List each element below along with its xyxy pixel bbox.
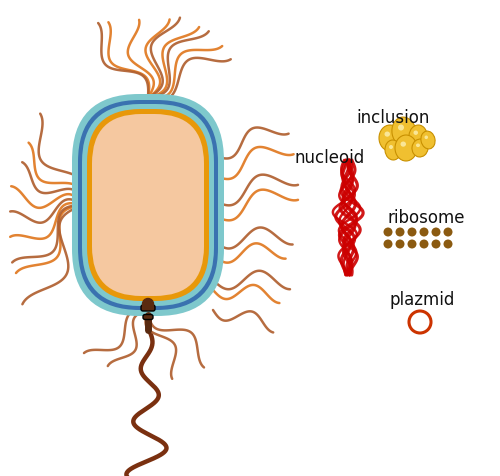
Ellipse shape bbox=[414, 130, 418, 135]
Circle shape bbox=[408, 228, 416, 237]
Ellipse shape bbox=[409, 125, 427, 147]
Circle shape bbox=[384, 239, 392, 248]
Circle shape bbox=[432, 228, 440, 237]
Circle shape bbox=[408, 239, 416, 248]
FancyBboxPatch shape bbox=[72, 94, 224, 316]
Circle shape bbox=[142, 298, 154, 309]
Ellipse shape bbox=[421, 131, 435, 149]
Ellipse shape bbox=[424, 136, 428, 139]
FancyBboxPatch shape bbox=[141, 305, 155, 311]
Ellipse shape bbox=[400, 141, 406, 147]
Circle shape bbox=[396, 228, 404, 237]
Text: inclusion: inclusion bbox=[356, 109, 430, 127]
FancyBboxPatch shape bbox=[78, 100, 218, 310]
Circle shape bbox=[384, 228, 392, 237]
Ellipse shape bbox=[384, 131, 390, 137]
FancyBboxPatch shape bbox=[82, 104, 214, 306]
Circle shape bbox=[420, 239, 428, 248]
Circle shape bbox=[396, 239, 404, 248]
Text: plazmid: plazmid bbox=[390, 291, 455, 309]
Ellipse shape bbox=[412, 139, 428, 157]
Ellipse shape bbox=[385, 140, 401, 160]
Ellipse shape bbox=[392, 117, 416, 147]
Ellipse shape bbox=[416, 143, 420, 147]
Ellipse shape bbox=[398, 125, 404, 130]
Circle shape bbox=[420, 228, 428, 237]
FancyBboxPatch shape bbox=[143, 315, 153, 319]
Ellipse shape bbox=[389, 145, 393, 149]
Ellipse shape bbox=[395, 135, 417, 161]
Text: ribosome: ribosome bbox=[388, 209, 465, 227]
FancyBboxPatch shape bbox=[87, 109, 209, 301]
Ellipse shape bbox=[379, 125, 401, 151]
Circle shape bbox=[444, 228, 452, 237]
FancyBboxPatch shape bbox=[92, 114, 204, 296]
Circle shape bbox=[432, 239, 440, 248]
Circle shape bbox=[444, 239, 452, 248]
Text: nucleoid: nucleoid bbox=[295, 149, 365, 167]
